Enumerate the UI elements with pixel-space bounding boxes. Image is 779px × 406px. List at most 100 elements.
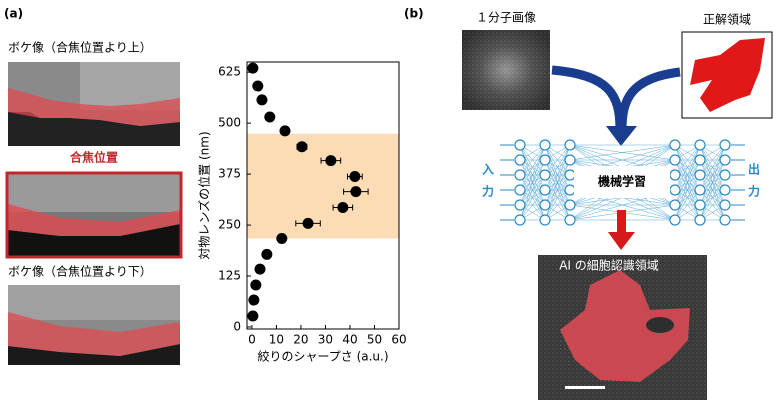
single-molecule-texture <box>462 30 550 110</box>
x-tick-label: 0 <box>248 333 256 347</box>
ground-truth-image <box>681 31 773 119</box>
node <box>694 214 706 226</box>
input-label: 力 <box>482 184 494 199</box>
connection <box>519 189 546 221</box>
connection <box>519 174 546 221</box>
node <box>564 214 576 226</box>
data-point <box>349 171 361 183</box>
connection <box>699 159 726 221</box>
data-point <box>247 310 259 322</box>
output-label: 出 <box>748 162 760 177</box>
node <box>694 169 706 181</box>
node <box>514 154 526 166</box>
arrow <box>617 67 681 131</box>
connection <box>544 174 571 221</box>
input-label: 入 <box>482 163 494 177</box>
data-point <box>247 62 259 74</box>
node <box>719 154 731 166</box>
connection <box>519 144 546 206</box>
x-tick-label: 20 <box>293 333 308 347</box>
connection <box>674 144 701 176</box>
caption: AI の細胞認識領域 <box>559 258 659 273</box>
image-above <box>8 62 180 146</box>
highlight-band <box>247 133 399 239</box>
node <box>669 154 681 166</box>
connection <box>699 144 726 176</box>
connection <box>544 144 571 206</box>
node <box>539 214 551 226</box>
node <box>669 169 681 181</box>
node <box>669 184 681 196</box>
node <box>539 154 551 166</box>
connection <box>544 144 571 176</box>
data-point <box>276 233 288 245</box>
node <box>514 214 526 226</box>
connection <box>699 174 726 221</box>
node <box>669 139 681 151</box>
learning-label: 機械学習 <box>598 174 646 189</box>
caption: １分子画像 <box>476 11 536 25</box>
x-axis-title: 絞りのシャープさ (a.u.) <box>257 349 388 364</box>
node <box>514 184 526 196</box>
connection <box>519 144 546 176</box>
node <box>694 184 706 196</box>
data-point <box>250 279 262 291</box>
data-point <box>248 294 260 306</box>
ai-region-image <box>538 255 707 400</box>
node <box>719 169 731 181</box>
node <box>514 139 526 151</box>
node <box>669 214 681 226</box>
panel-label: (b) <box>404 7 424 21</box>
caption: 合焦位置 <box>70 150 118 165</box>
data-point <box>256 94 268 106</box>
connection <box>569 144 676 161</box>
connection <box>544 144 571 191</box>
connection <box>674 189 701 221</box>
connection <box>674 144 701 191</box>
y-tick-label: 625 <box>218 65 241 79</box>
data-point <box>302 217 314 229</box>
y-axis-title: 対物レンズの位置 (nm) <box>197 131 212 259</box>
y-tick-label: 375 <box>218 167 241 181</box>
panel-label: (a) <box>4 7 23 21</box>
plot-frame <box>246 61 400 330</box>
y-tick-label: 250 <box>218 218 241 232</box>
connection <box>519 144 546 191</box>
node <box>719 139 731 151</box>
caption: ボケ像（合焦位置より下） <box>8 264 152 279</box>
node <box>539 199 551 211</box>
image-focus <box>5 171 183 259</box>
x-tick-label: 30 <box>318 333 333 347</box>
image-below <box>8 285 180 365</box>
caption: 正解領域 <box>703 12 751 27</box>
connection <box>674 159 701 221</box>
x-tick-label: 50 <box>367 333 382 347</box>
node <box>694 199 706 211</box>
connection <box>519 159 546 221</box>
node <box>539 169 551 181</box>
node <box>694 154 706 166</box>
data-point <box>261 248 273 260</box>
data-point <box>325 155 337 167</box>
y-tick-label: 0 <box>233 319 241 333</box>
data-point <box>296 141 308 153</box>
data-point <box>337 202 349 214</box>
x-tick-label: 10 <box>269 333 284 347</box>
connection <box>544 159 571 221</box>
data-point <box>350 186 362 198</box>
node <box>564 184 576 196</box>
node <box>514 199 526 211</box>
arrow <box>617 210 626 234</box>
connection <box>674 174 701 221</box>
connection <box>699 144 726 191</box>
x-tick-label: 40 <box>342 333 357 347</box>
node <box>564 169 576 181</box>
node <box>539 139 551 151</box>
node <box>669 199 681 211</box>
node <box>514 169 526 181</box>
arrow-head <box>608 232 635 250</box>
y-tick-label: 500 <box>218 116 241 130</box>
connection <box>699 189 726 221</box>
